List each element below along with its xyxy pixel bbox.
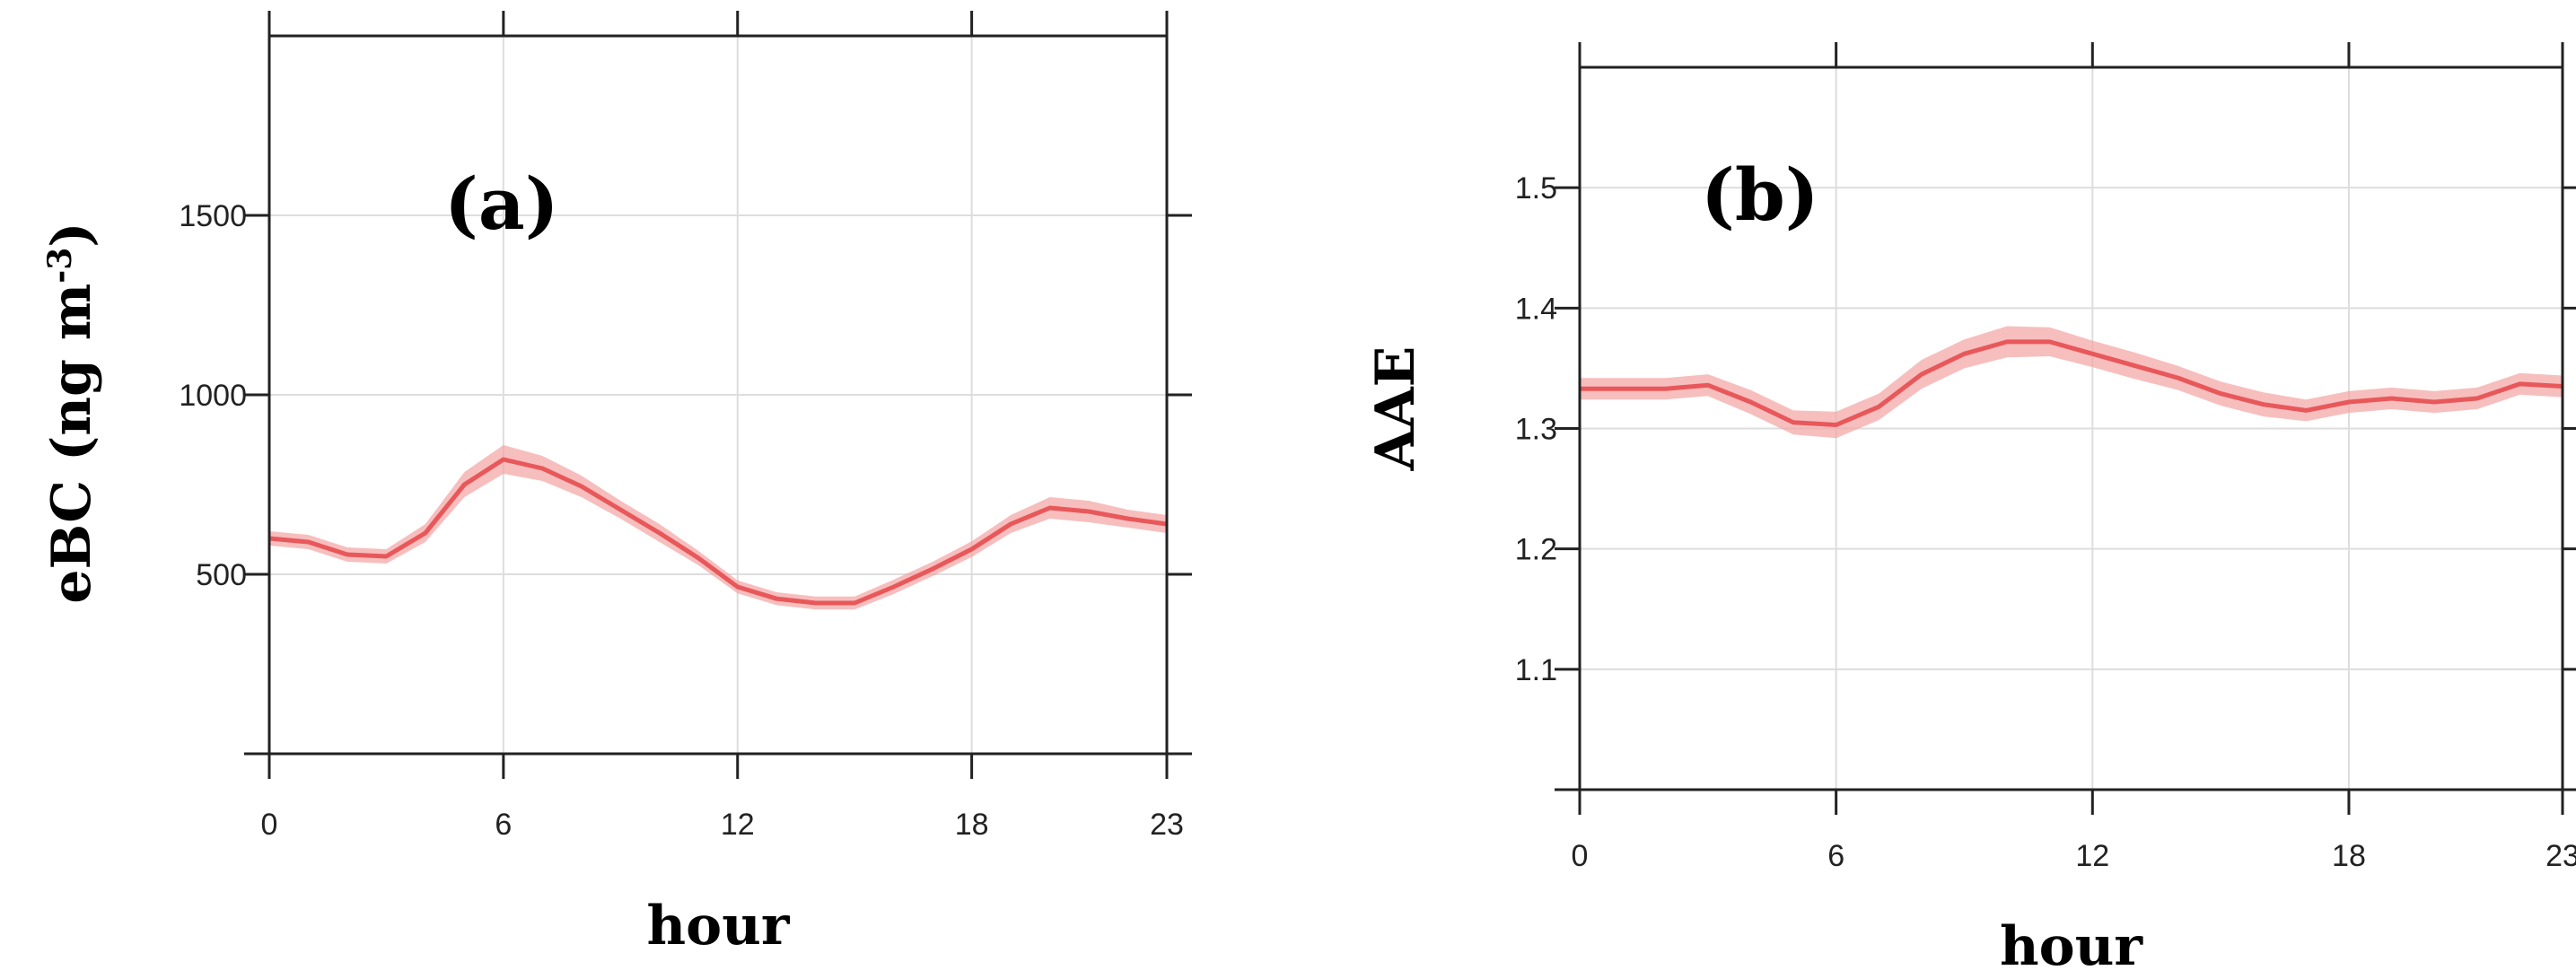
x-tick-label: 0 <box>261 808 278 842</box>
y-tick-label: 1000 <box>179 379 247 413</box>
y-tick-label: 1.2 <box>1515 533 1557 567</box>
x-tick-label: 23 <box>2545 839 2576 873</box>
y-axis-title-text: eBC (ng m <box>40 284 103 604</box>
series-line <box>1580 339 2563 427</box>
x-axis-title: hour <box>2000 915 2143 978</box>
series-line <box>268 457 1168 606</box>
y-tick-label: 1.1 <box>1515 653 1557 687</box>
x-tick-label: 23 <box>1150 808 1184 842</box>
y-tick-label: 500 <box>196 558 247 592</box>
chart-panel-a: 0 6 12 18 23 500 1000 1500 hour eBC (ng m-3) (a) <box>40 11 1192 957</box>
x-tick-label: 6 <box>495 808 512 842</box>
y-tick-label: 1.3 <box>1515 413 1557 447</box>
x-tick-label: 0 <box>1572 839 1589 873</box>
confidence-band <box>269 445 1167 610</box>
y-axis-title: AAE <box>1364 346 1427 472</box>
y-axis-title-text: AAE <box>1364 346 1427 472</box>
chart-panel-b: 0 6 12 18 23 1.1 1.2 1.3 1.4 1.5 hour AAE (b) <box>1364 42 2576 978</box>
y-tick-label: 1500 <box>179 199 247 233</box>
confidence-band <box>1580 326 2563 439</box>
panel-label: (b) <box>1701 153 1819 237</box>
x-tick-label: 12 <box>2075 839 2109 873</box>
x-tick-label: 18 <box>955 808 989 842</box>
y-tick-label: 1.4 <box>1515 292 1557 326</box>
y-tick-label: 1.5 <box>1515 171 1557 205</box>
x-tick-label: 6 <box>1827 839 1844 873</box>
x-tick-label: 12 <box>721 808 755 842</box>
panel-label: (a) <box>444 162 559 246</box>
y-axis-title-end: ) <box>40 222 103 247</box>
x-tick-label: 18 <box>2332 839 2366 873</box>
x-axis-title: hour <box>647 895 791 957</box>
y-axis-title-superscript: -3 <box>41 248 79 284</box>
y-axis-title: eBC (ng m-3) <box>40 222 103 603</box>
